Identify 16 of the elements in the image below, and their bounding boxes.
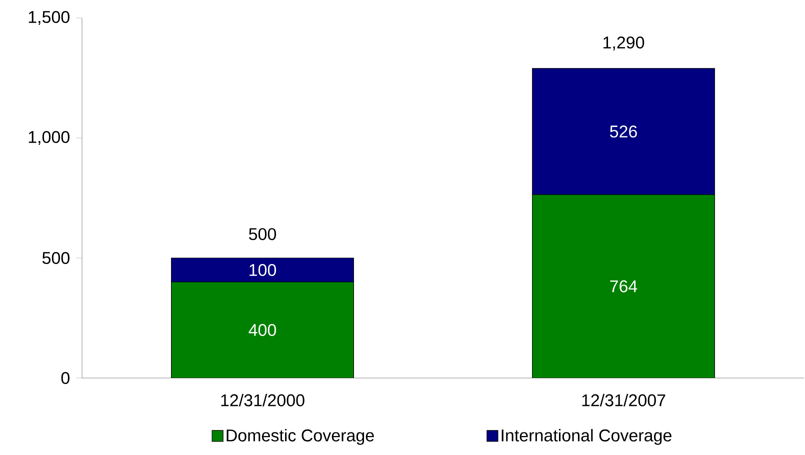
- total-label: 1,290: [604, 36, 644, 51]
- legend-label: International Coverage: [502, 428, 672, 445]
- data-label: 764: [610, 280, 638, 292]
- total-label: 500: [249, 228, 276, 240]
- y-tick-label: 0: [61, 372, 70, 384]
- bar: [532, 194, 715, 378]
- data-label: 100: [250, 264, 276, 276]
- data-label: 526: [610, 125, 637, 138]
- bar: [171, 282, 354, 378]
- y-tick-label: 500: [42, 252, 70, 264]
- y-tick-label: 1,000: [28, 130, 70, 146]
- x-tick-label: 12/31/2000: [221, 394, 304, 406]
- data-label: 400: [248, 324, 276, 336]
- legend-label: Domestic Coverage: [226, 428, 374, 445]
- x-tick-label: 12/31/2007: [582, 394, 666, 406]
- y-tick-label: 1,500: [28, 10, 70, 26]
